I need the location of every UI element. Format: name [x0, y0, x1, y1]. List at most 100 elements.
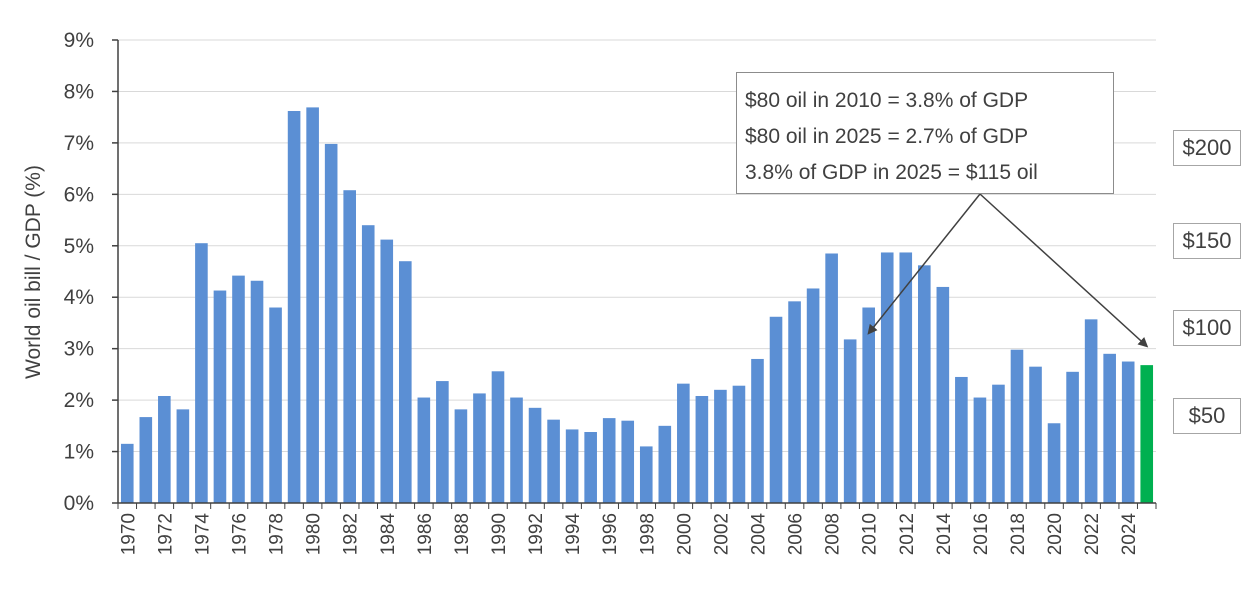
bar: [343, 190, 356, 503]
x-tick-label: 1974: [192, 513, 213, 556]
x-tick-label: 1978: [267, 513, 288, 555]
bar: [287, 110, 301, 503]
bar: [195, 243, 208, 503]
x-tick-label: 2006: [786, 513, 807, 555]
price-label-50: $50: [1173, 397, 1241, 434]
bar: [269, 307, 282, 503]
bar: [862, 307, 875, 503]
bar-highlight: [1140, 365, 1154, 503]
bar: [825, 253, 838, 503]
y-tick-label: 6%: [64, 183, 94, 206]
x-tick-label: 1986: [415, 513, 436, 555]
bar: [1010, 349, 1024, 503]
bar: [139, 417, 153, 503]
bar: [658, 425, 672, 503]
y-tick-label: 0%: [64, 492, 94, 515]
price-label-150: $150: [1173, 222, 1241, 259]
bar: [1121, 361, 1135, 503]
bar: [232, 275, 245, 503]
bar: [584, 432, 597, 503]
bar: [788, 301, 801, 503]
x-tick-label: 1984: [378, 513, 399, 556]
bar: [417, 397, 431, 503]
x-tick-label: 2018: [1008, 513, 1029, 555]
x-tick-label: 2004: [748, 513, 769, 556]
bar: [1066, 371, 1079, 503]
annotation-arrow: [979, 193, 1149, 348]
bar: [306, 107, 319, 504]
x-tick-label: 1996: [600, 513, 621, 555]
x-tick-label: 1998: [637, 513, 658, 555]
x-tick-label: 2016: [971, 513, 992, 555]
y-tick-label: 8%: [64, 80, 94, 103]
bar: [992, 384, 1005, 503]
x-tick-label: 1976: [229, 513, 250, 555]
y-tick-label: 2%: [64, 389, 94, 412]
annotation-arrow: [867, 193, 981, 335]
x-tick-label: 2024: [1119, 513, 1140, 556]
bar: [639, 446, 653, 503]
bar: [120, 443, 134, 503]
bar: [918, 265, 931, 503]
bar: [602, 418, 616, 503]
x-tick-label: 1972: [155, 513, 176, 555]
x-tick-label: 2010: [860, 513, 881, 555]
bar: [1084, 319, 1098, 503]
y-tick-label: 1%: [64, 441, 94, 464]
y-tick-label: 7%: [64, 132, 94, 155]
annotation-line-1: $80 oil in 2010 = 3.8% of GDP: [745, 89, 1029, 112]
bar: [880, 252, 894, 503]
bar: [528, 407, 542, 503]
bar: [158, 395, 171, 503]
bar: [547, 419, 560, 503]
bar: [751, 358, 764, 503]
x-tick-label: 1980: [304, 513, 325, 555]
bar: [361, 225, 375, 503]
bar: [510, 397, 523, 503]
y-axis-label: World oil bill / GDP (%): [22, 165, 45, 379]
x-tick-label: 1992: [526, 513, 547, 555]
bar: [677, 383, 690, 503]
bar: [806, 288, 820, 503]
bar: [436, 381, 449, 503]
bar: [621, 420, 635, 503]
x-tick-label: 2002: [711, 513, 732, 555]
x-tick-label: 2012: [897, 513, 918, 555]
bar: [454, 409, 468, 503]
bar: [955, 376, 968, 503]
bar: [695, 395, 709, 503]
bar: [714, 389, 727, 503]
annotation-line-2: $80 oil in 2025 = 2.7% of GDP: [745, 125, 1029, 148]
y-tick-label: 9%: [64, 29, 94, 52]
bar: [324, 143, 338, 503]
bar: [380, 239, 394, 504]
bar: [473, 393, 486, 503]
bar: [936, 286, 950, 503]
bar: [250, 280, 264, 503]
bar: [399, 261, 412, 503]
y-tick-label: 5%: [64, 235, 94, 258]
bar: [565, 429, 579, 503]
bar: [491, 371, 505, 503]
bar: [176, 409, 190, 503]
x-tick-label: 1970: [118, 513, 139, 555]
y-tick-label: 3%: [64, 338, 94, 361]
x-tick-label: 2000: [674, 513, 695, 555]
y-tick-label: 4%: [64, 286, 94, 309]
price-label-100: $100: [1173, 310, 1241, 347]
x-tick-label: 1994: [563, 513, 584, 556]
x-tick-label: 1982: [341, 513, 362, 555]
bar: [732, 385, 746, 503]
x-tick-label: 2014: [934, 513, 955, 556]
bar: [1047, 423, 1061, 503]
x-tick-label: 2008: [823, 513, 844, 555]
x-tick-label: 1990: [489, 513, 510, 555]
bar: [213, 290, 227, 503]
bar: [1029, 366, 1042, 503]
annotation-box: $80 oil in 2010 = 3.8% of GDP $80 oil in…: [736, 72, 1114, 194]
bar: [1103, 353, 1116, 503]
x-tick-label: 1988: [452, 513, 473, 555]
bar: [843, 339, 857, 503]
price-label-200: $200: [1173, 130, 1241, 167]
x-tick-label: 2022: [1082, 513, 1103, 555]
